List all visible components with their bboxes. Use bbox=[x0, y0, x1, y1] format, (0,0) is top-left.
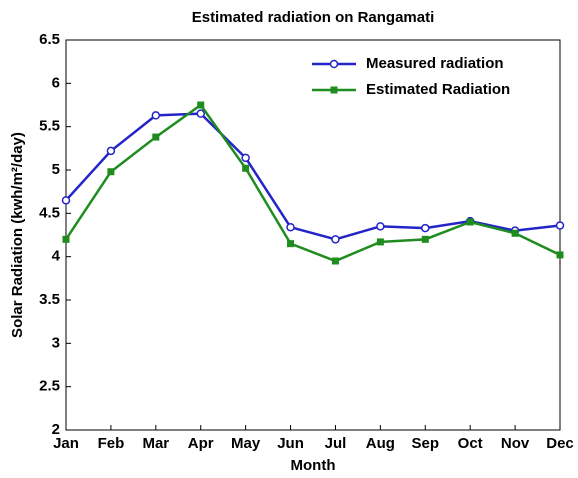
series-line bbox=[65, 112, 561, 241]
point bbox=[376, 238, 384, 246]
x-tick-label: Sep bbox=[412, 435, 440, 452]
point bbox=[330, 86, 338, 94]
x-tick-label: Oct bbox=[458, 435, 483, 452]
point bbox=[466, 218, 474, 226]
point bbox=[241, 153, 250, 163]
y-tick-label: 4.5 bbox=[39, 204, 60, 221]
y-tick-label: 3.5 bbox=[39, 291, 60, 308]
legend-label: Measured radiation bbox=[366, 55, 504, 72]
point bbox=[331, 235, 340, 244]
point bbox=[287, 240, 295, 248]
plot-frame bbox=[65, 39, 561, 431]
point bbox=[556, 251, 564, 259]
point bbox=[196, 109, 205, 118]
point bbox=[106, 146, 116, 156]
point bbox=[242, 164, 250, 172]
point bbox=[511, 229, 519, 237]
point bbox=[421, 223, 430, 233]
y-tick-label: 2.5 bbox=[39, 378, 60, 395]
point bbox=[197, 101, 205, 109]
series-line bbox=[64, 103, 561, 263]
x-tick-label: Feb bbox=[98, 435, 125, 452]
x-tick-label: Aug bbox=[366, 435, 395, 452]
point bbox=[107, 168, 115, 176]
y-tick-label: 6 bbox=[52, 74, 60, 91]
point bbox=[286, 222, 295, 232]
x-tick-label: Mar bbox=[142, 435, 169, 452]
point bbox=[331, 257, 339, 265]
x-tick-label: Apr bbox=[188, 435, 214, 452]
x-tick-label: Dec bbox=[546, 435, 574, 452]
legend-label: Estimated Radiation bbox=[366, 81, 510, 98]
y-tick-label: 4 bbox=[52, 248, 61, 265]
point bbox=[555, 221, 565, 230]
point bbox=[61, 196, 71, 205]
point bbox=[62, 235, 70, 243]
x-tick-label: Jun bbox=[277, 435, 304, 452]
y-tick-label: 5 bbox=[52, 161, 60, 178]
x-tick-label: Nov bbox=[501, 435, 530, 452]
x-axis-label: Month bbox=[291, 457, 336, 474]
y-axis-label: Solar Radiation (kwh/m²/day) bbox=[9, 132, 26, 338]
chart-title: Estimated radiation on Rangamati bbox=[192, 9, 435, 26]
point bbox=[376, 222, 385, 231]
point bbox=[421, 235, 429, 243]
y-tick-label: 5.5 bbox=[39, 118, 60, 135]
point bbox=[152, 133, 160, 141]
y-tick-label: 3 bbox=[52, 334, 60, 351]
point bbox=[151, 111, 161, 120]
x-tick-label: Jul bbox=[325, 435, 347, 452]
point bbox=[329, 59, 339, 69]
y-tick-label: 2 bbox=[52, 421, 60, 438]
x-tick-label: May bbox=[231, 435, 261, 452]
y-tick-label: 6.5 bbox=[39, 31, 60, 48]
x-tick-label: Jan bbox=[53, 435, 79, 452]
